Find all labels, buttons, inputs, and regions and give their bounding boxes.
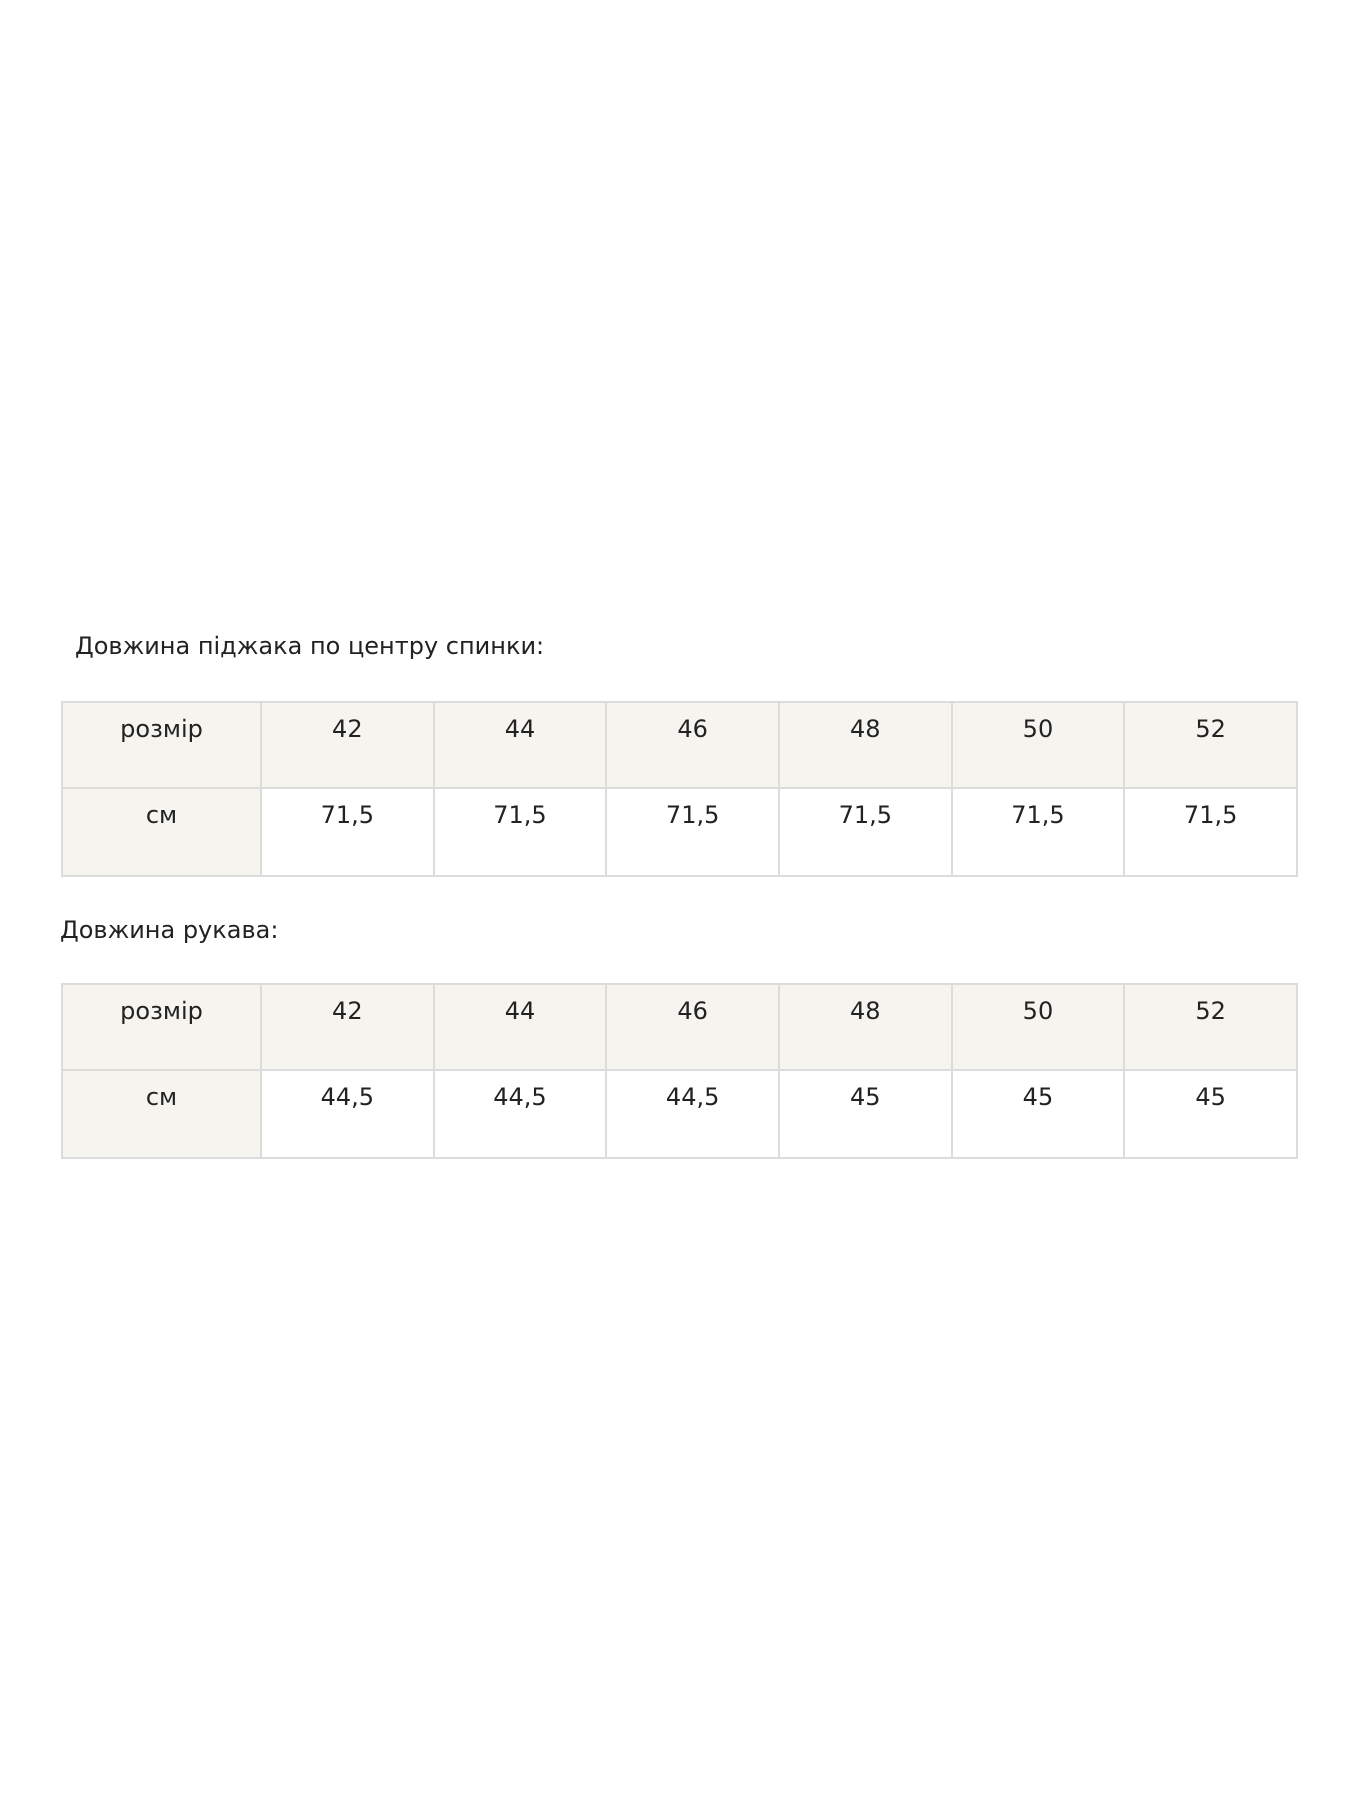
row-label: см [61,1069,262,1159]
size-cell: 48 [777,701,953,789]
value-cell: 44,5 [605,1069,780,1159]
table-row-sizes: розмір 42 44 46 48 50 52 [61,701,1298,789]
row-label: см [61,787,262,877]
size-cell: 46 [605,983,780,1071]
size-cell: 48 [777,983,953,1071]
size-cell: 52 [1123,983,1298,1071]
size-cell: 42 [260,983,435,1071]
sleeve-length-table: розмір 42 44 46 48 50 52 см 44,5 44,5 44… [61,983,1298,1159]
value-cell: 71,5 [1123,787,1298,877]
sleeve-length-title: Довжина рукава: [60,916,279,944]
value-cell: 44,5 [260,1069,435,1159]
value-cell: 45 [950,1069,1126,1159]
header-label: розмір [61,983,262,1071]
value-cell: 45 [777,1069,953,1159]
header-label: розмір [61,701,262,789]
size-cell: 44 [432,701,608,789]
size-cell: 46 [605,701,780,789]
table-row-values: см 44,5 44,5 44,5 45 45 45 [61,1069,1298,1159]
jacket-length-title: Довжина піджака по центру спинки: [75,632,545,660]
size-cell: 42 [260,701,435,789]
size-cell: 50 [950,983,1126,1071]
value-cell: 45 [1123,1069,1298,1159]
value-cell: 44,5 [432,1069,608,1159]
table-row-sizes: розмір 42 44 46 48 50 52 [61,983,1298,1071]
value-cell: 71,5 [605,787,780,877]
value-cell: 71,5 [777,787,953,877]
table-row-values: см 71,5 71,5 71,5 71,5 71,5 71,5 [61,787,1298,877]
value-cell: 71,5 [432,787,608,877]
size-cell: 52 [1123,701,1298,789]
value-cell: 71,5 [950,787,1126,877]
value-cell: 71,5 [260,787,435,877]
jacket-length-table: розмір 42 44 46 48 50 52 см 71,5 71,5 71… [61,701,1298,877]
size-cell: 50 [950,701,1126,789]
size-cell: 44 [432,983,608,1071]
